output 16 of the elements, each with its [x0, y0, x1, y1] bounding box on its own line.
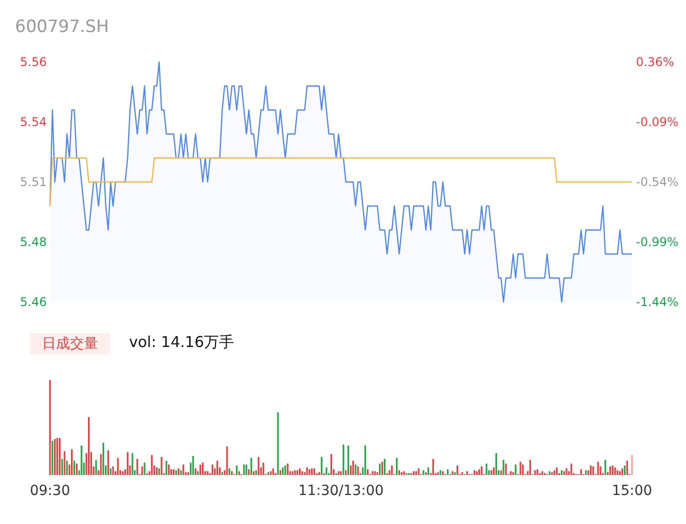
y-tick-label: 5.56	[20, 55, 47, 69]
y2-tick-label: -0.99%	[636, 235, 678, 249]
chart-title: 日成交量	[42, 336, 98, 352]
x-tick-label: 09:30	[30, 483, 70, 499]
y-tick-label: 5.51	[20, 175, 47, 189]
y-tick-label: 5.46	[20, 295, 47, 309]
y2-tick-label: 0.36%	[636, 55, 674, 69]
text: vol: 14.16万手	[129, 333, 234, 351]
y-tick-label: 5.54	[20, 115, 47, 129]
y2-tick-label: -0.09%	[636, 115, 678, 129]
x-tick-label: 15:00	[612, 483, 652, 499]
y2-tick-label: -0.54%	[636, 175, 678, 189]
x-tick-label: 11:30/13:00	[298, 483, 384, 499]
y-tick-label: 5.48	[20, 235, 47, 249]
y2-tick-label: -1.44%	[636, 295, 678, 309]
chart-title: 600797.SH	[15, 17, 109, 37]
